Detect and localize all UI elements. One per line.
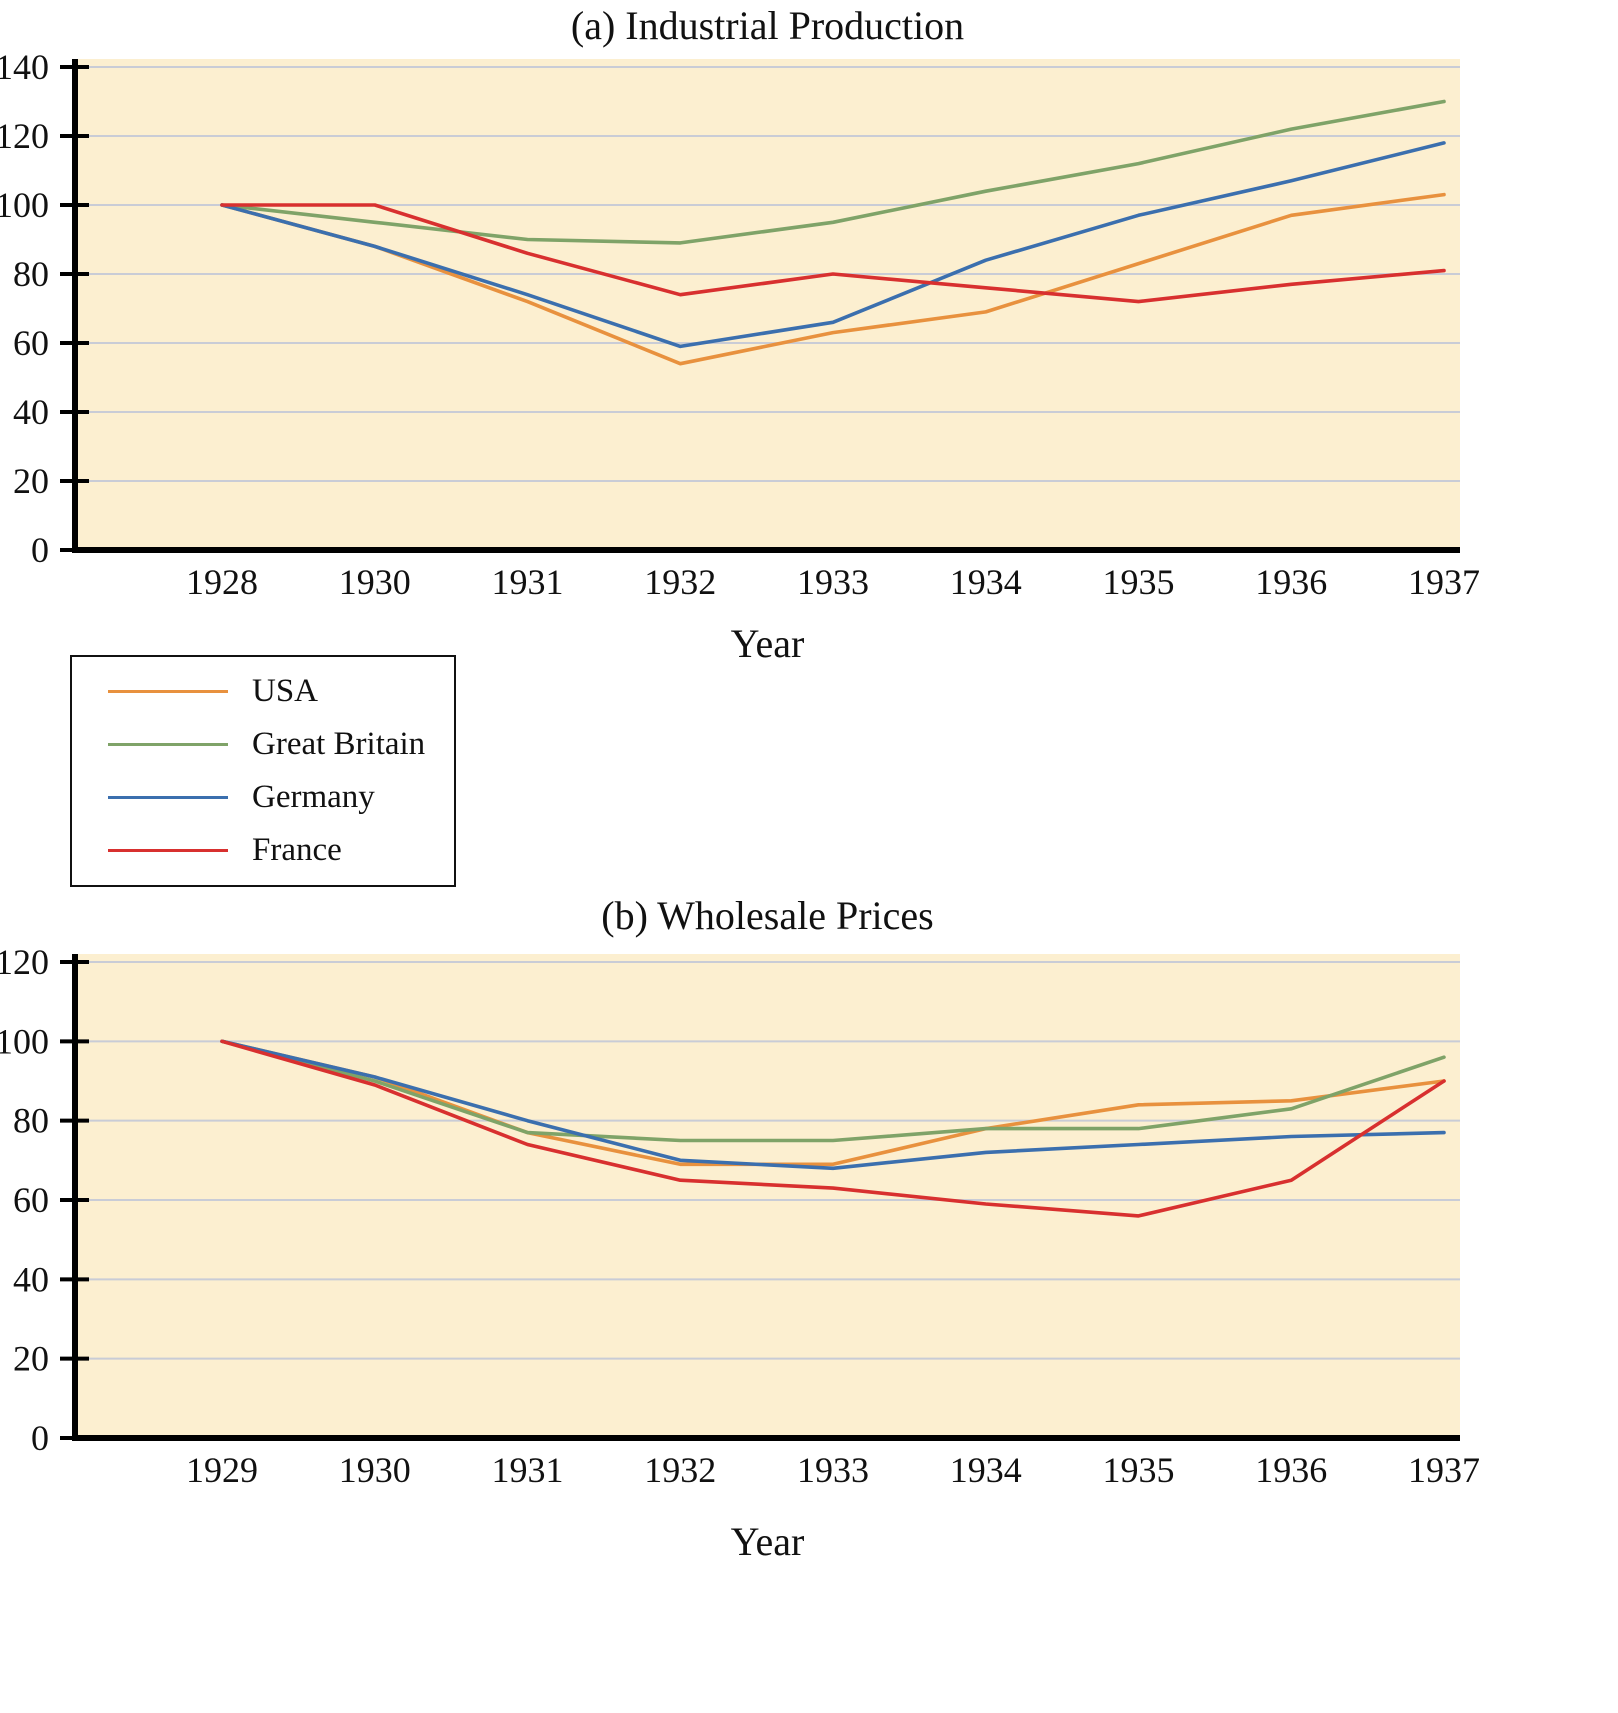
x-tick-label: 1931 [492,1450,564,1490]
x-tick-label: 1933 [797,1450,869,1490]
legend-item-label: France [252,832,342,868]
x-tick-label: 1934 [950,562,1022,602]
plot-background [75,59,1460,550]
series-line-great-britain [220,1039,1446,1143]
x-tick-label: 1934 [950,1450,1022,1490]
legend-item-label: USA [252,673,319,709]
x-tick-label: 1930 [339,562,411,602]
legend: USA Great Britain Germany France [70,655,456,887]
y-tick-label: 40 [13,1259,49,1299]
y-tick-label: 0 [31,530,49,570]
y-tick-label: 100 [0,1021,49,1061]
x-tick-label: 1937 [1408,1450,1480,1490]
x-tick-label: 1937 [1408,562,1480,602]
y-tick-label: 140 [0,47,49,87]
legend-item: Germany [108,779,454,816]
plot-background [75,954,1460,1438]
y-tick-label: 100 [0,185,49,225]
y-tick-label: 80 [13,1101,49,1141]
chart-a-plot: 0 20 40 60 80 100 120 140 1928 1930 1931 1932 1933 19… [0,47,1480,602]
x-tick-label: 1933 [797,562,869,602]
legend-item: France [108,832,454,869]
x-tick-label: 1930 [339,1450,411,1490]
legend-line-swatch [108,796,228,799]
y-tick-label: 60 [13,1180,49,1220]
x-tick-label: 1929 [186,1450,258,1490]
legend-item: USA [108,673,454,710]
chart-b-xlabel: Year [730,1519,805,1564]
series-line-germany [220,1039,1446,1171]
y-tick-label: 120 [0,116,49,156]
legend-item-label: Great Britain [252,726,426,762]
chart-b-title: (b) Wholesale Prices [601,893,934,938]
x-tick-label: 1932 [644,562,716,602]
legend-line-swatch [108,690,228,693]
y-tick-label: 0 [31,1418,49,1458]
y-tick-label: 40 [13,392,49,432]
x-tick-label: 1936 [1255,562,1327,602]
x-tick-label: 1932 [644,1450,716,1490]
legend-line-swatch [108,743,228,746]
chart-a-title: (a) Industrial Production [570,3,965,48]
x-tick-label: 1935 [1103,1450,1175,1490]
series-line-germany [220,141,1446,349]
chart-a-xlabel: Year [730,621,805,666]
chart-b-plot: 0 20 40 60 80 100 120 1929 1930 1931 1932 1933 1934 1… [0,942,1480,1490]
y-tick-label: 20 [13,461,49,501]
series-line-great-britain [220,99,1446,245]
legend-line-swatch [108,849,228,852]
series-line-usa [220,192,1446,366]
x-tick-label: 1928 [186,562,258,602]
x-tick-label: 1931 [492,562,564,602]
series-line-usa [220,1039,1446,1167]
legend-item-label: Germany [252,779,375,815]
x-tick-label: 1935 [1103,562,1175,602]
series-line-france [220,1039,1446,1218]
y-tick-label: 20 [13,1339,49,1379]
y-tick-label: 120 [0,942,49,982]
legend-item: Great Britain [108,726,454,763]
x-tick-label: 1936 [1255,1450,1327,1490]
y-tick-label: 60 [13,323,49,363]
y-tick-label: 80 [13,254,49,294]
series-line-france [220,203,1446,304]
